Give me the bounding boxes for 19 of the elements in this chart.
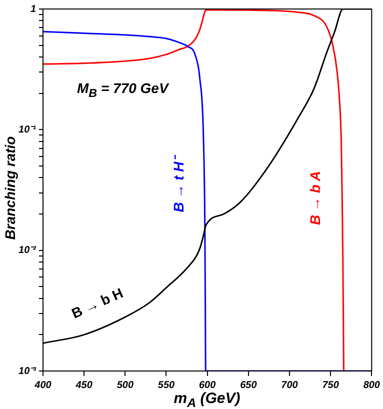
x-axis-title: m$_{A}$ (GeV) — [174, 390, 240, 409]
y-tick-label: 10⁻³ — [18, 366, 37, 377]
x-tick-label: 650 — [240, 380, 258, 391]
y-tick-label: 1 — [30, 4, 36, 15]
text: B → b A — [306, 171, 323, 225]
y-axis-title: Branching ratio — [2, 136, 18, 240]
annotation: M$_{B}$ = 770 GeV — [77, 80, 168, 100]
x-tick-label: 800 — [363, 380, 380, 391]
x-tick-label: 500 — [116, 380, 134, 391]
y-tick-label: 10⁻¹ — [18, 124, 37, 136]
x-tick-label: 600 — [198, 380, 216, 391]
x-tick-label: 750 — [322, 380, 340, 391]
text: B → t H⁻ — [169, 156, 188, 212]
y-tick-label: 10⁻² — [18, 245, 37, 256]
x-tick-label: 450 — [74, 380, 93, 391]
x-tick-label: 550 — [158, 380, 176, 391]
text: B → b H — [69, 284, 126, 322]
x-tick-label: 700 — [281, 380, 298, 391]
x-tick-label: 400 — [34, 380, 52, 391]
